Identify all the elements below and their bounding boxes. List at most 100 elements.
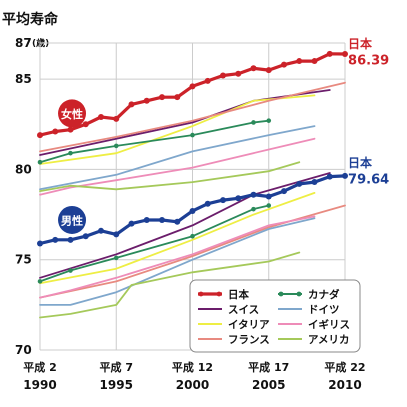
x-tick-year-label: 1995 xyxy=(100,378,133,392)
y-tick-label: 70 xyxy=(15,343,32,357)
data-point xyxy=(113,231,120,238)
data-point xyxy=(266,203,272,208)
data-point xyxy=(82,121,89,128)
data-point xyxy=(189,83,196,90)
legend-box xyxy=(189,279,361,353)
y-tick-label: 75 xyxy=(15,253,32,267)
y-axis-ticks: 87 85 80 75 70 xyxy=(15,36,32,357)
y-tick-label: 80 xyxy=(15,162,32,176)
data-point xyxy=(265,67,272,74)
legend-marker xyxy=(296,291,302,297)
x-tick-era-label: 平成 12 xyxy=(172,360,213,374)
legend-marker xyxy=(216,291,222,297)
x-tick-era-label: 平成 2 xyxy=(23,360,56,374)
series-lines xyxy=(37,50,348,319)
series-line-male xyxy=(39,204,270,283)
series-line-female xyxy=(39,137,316,196)
legend-marker xyxy=(278,291,284,297)
data-point xyxy=(296,58,303,65)
data-point xyxy=(159,94,165,101)
data-point xyxy=(296,180,303,187)
series-line-male xyxy=(39,215,316,299)
data-point xyxy=(143,97,150,104)
y-tick-label: 87 xyxy=(15,36,32,50)
data-point xyxy=(98,227,104,234)
end-label-country: 日本 xyxy=(348,36,372,51)
data-point xyxy=(98,114,104,121)
data-point xyxy=(82,233,89,240)
legend-label: 日本 xyxy=(228,288,249,301)
series-line-female xyxy=(39,119,270,164)
data-point xyxy=(250,65,257,72)
data-point xyxy=(250,191,257,198)
data-point xyxy=(265,193,272,200)
data-point xyxy=(37,159,43,165)
end-label-country: 日本 xyxy=(348,155,372,170)
x-tick-era-label: 平成 7 xyxy=(100,360,133,374)
legend-label: アメリカ xyxy=(308,334,349,346)
legend-label: カナダ xyxy=(308,288,340,301)
data-point xyxy=(37,279,43,284)
legend-label: スイス xyxy=(228,304,259,316)
sex-badge xyxy=(58,205,87,234)
data-point xyxy=(326,50,333,57)
data-point xyxy=(281,188,287,195)
x-tick-year-label: 2000 xyxy=(176,378,209,392)
data-point xyxy=(342,51,348,58)
data-point xyxy=(67,126,74,133)
chart-title: 平均寿命 xyxy=(2,11,59,28)
data-point xyxy=(190,132,195,138)
sex-badge-label: 男性 xyxy=(61,213,83,227)
end-label-value: 79.64 xyxy=(348,172,389,187)
end-label-value: 86.39 xyxy=(348,53,389,68)
x-tick-year-label: 2005 xyxy=(252,378,285,392)
data-point xyxy=(204,200,211,207)
data-point xyxy=(220,72,226,79)
series-line-female xyxy=(39,89,331,156)
x-axis-ticks: 平成 2 1990 平成 7 1995 平成 12 2000 平成 17 2005 平成 22 2… xyxy=(23,360,365,392)
data-point xyxy=(128,101,135,108)
legend-label: イギリス xyxy=(308,318,350,331)
series-line-female xyxy=(39,125,316,191)
legend-marker xyxy=(198,291,204,297)
data-point xyxy=(281,61,287,68)
x-tick-era-label: 平成 17 xyxy=(248,360,289,374)
data-point xyxy=(190,233,195,239)
data-point xyxy=(113,115,120,122)
data-point xyxy=(251,120,256,125)
data-point xyxy=(189,207,196,214)
data-point xyxy=(113,143,119,149)
legend-label: フランス xyxy=(228,334,270,346)
data-point xyxy=(128,220,135,227)
data-point xyxy=(251,206,256,212)
data-point xyxy=(311,58,318,65)
data-point xyxy=(204,77,211,84)
x-tick-year-label: 1990 xyxy=(23,378,56,392)
data-point xyxy=(235,70,242,77)
sex-badge-label: 女性 xyxy=(61,107,83,121)
data-point xyxy=(220,197,226,204)
data-point xyxy=(37,132,43,139)
x-tick-era-label: 平成 22 xyxy=(324,360,365,374)
data-point xyxy=(67,236,74,243)
data-point xyxy=(113,255,119,261)
data-point xyxy=(342,172,348,179)
series-line-male xyxy=(39,172,331,279)
y-tick-label: 85 xyxy=(15,72,32,86)
data-point xyxy=(174,218,181,225)
legend-label: イタリア xyxy=(228,319,270,331)
data-point xyxy=(266,118,272,123)
series-line-female xyxy=(39,81,346,153)
legend-label: ドイツ xyxy=(308,304,340,316)
series-line-male xyxy=(39,191,316,285)
data-point xyxy=(143,216,150,223)
data-point xyxy=(68,268,73,273)
data-point xyxy=(235,195,242,202)
data-point xyxy=(159,216,165,223)
series-line-male xyxy=(39,251,301,319)
sex-badge xyxy=(58,99,87,128)
data-point xyxy=(52,128,59,135)
